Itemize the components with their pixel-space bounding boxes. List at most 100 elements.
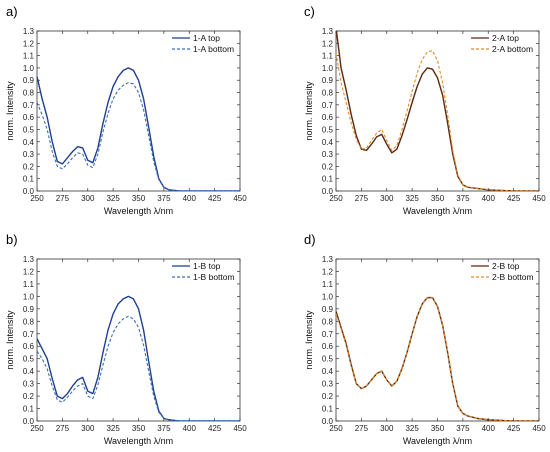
- y-tick-label: 0.4: [322, 367, 334, 376]
- x-axis-title: Wavelength λ/nm: [104, 206, 173, 216]
- y-tick-label: 0.0: [23, 187, 35, 196]
- x-tick-label: 425: [208, 424, 222, 433]
- chart-panel: a) 250 275 300 325 350 375 400 425 450 0.0 0.1 0.2 0.…: [5, 4, 247, 216]
- series-line: [37, 295, 240, 421]
- y-tick-label: 1.3: [322, 27, 334, 36]
- x-tick-label: 375: [456, 194, 470, 203]
- y-tick-label: 1.1: [23, 280, 35, 289]
- y-tick-label: 1.2: [322, 267, 334, 276]
- y-tick-label: 0.0: [23, 417, 35, 426]
- x-tick-label: 375: [157, 424, 171, 433]
- plot-frame: [36, 30, 241, 192]
- y-tick-label: 1.3: [23, 27, 35, 36]
- legend-entry: 1-B top: [193, 261, 221, 271]
- x-tick-label: 400: [183, 194, 197, 203]
- x-tick-label: 300: [81, 424, 95, 433]
- legend-entry: 2-A bottom: [492, 44, 533, 54]
- x-tick-label: 275: [56, 424, 70, 433]
- x-tick-label: 250: [329, 194, 343, 203]
- chart-panel: d) 250 275 300 325 350 375 400 425 450 0.0 0.1 0.2 0.…: [304, 232, 546, 446]
- panel-label: c): [304, 4, 315, 19]
- plot-frame: [335, 30, 540, 192]
- series-line: [336, 297, 539, 421]
- x-tick-label: 325: [106, 194, 120, 203]
- y-tick-label: 0.3: [322, 380, 334, 389]
- y-tick-label: 0.3: [23, 380, 35, 389]
- y-tick-label: 0.6: [322, 113, 334, 122]
- x-tick-label: 425: [208, 194, 222, 203]
- y-tick-label: 1.0: [23, 292, 35, 301]
- y-tick-label: 1.1: [322, 280, 334, 289]
- x-tick-label: 350: [431, 194, 445, 203]
- x-axis-title: Wavelength λ/nm: [403, 206, 472, 216]
- y-tick-label: 0.9: [322, 76, 334, 85]
- y-tick-label: 0.8: [322, 317, 334, 326]
- panel-label: a): [6, 4, 18, 19]
- y-tick-label: 0.8: [322, 89, 334, 98]
- x-tick-label: 350: [132, 194, 146, 203]
- panel-label: d): [304, 232, 316, 247]
- chart-panel: b) 250 275 300 325 350 375 400 425 450 0.0 0.1 0.2 0.…: [5, 232, 247, 446]
- x-tick-label: 250: [30, 424, 44, 433]
- legend-entry: 2-B bottom: [492, 272, 534, 282]
- x-tick-label: 275: [56, 194, 70, 203]
- y-tick-label: 0.1: [322, 405, 334, 414]
- y-tick-label: 1.0: [322, 64, 334, 73]
- y-axis-title: norm. Intensity: [5, 81, 15, 141]
- chart-panel: c) 250 275 300 325 350 375 400 425 450 0.0 0.1 0.2 0.…: [304, 4, 546, 216]
- x-tick-label: 300: [380, 424, 394, 433]
- x-tick-label: 275: [355, 194, 369, 203]
- y-tick-label: 1.3: [23, 255, 35, 264]
- series-line: [336, 296, 539, 421]
- legend-entry: 1-A bottom: [193, 44, 234, 54]
- x-tick-label: 325: [405, 424, 419, 433]
- y-axis-title: norm. Intensity: [304, 310, 314, 370]
- x-tick-label: 375: [157, 194, 171, 203]
- y-tick-label: 0.3: [23, 150, 35, 159]
- y-axis-title: norm. Intensity: [304, 81, 314, 141]
- series-line: [37, 315, 240, 421]
- x-tick-label: 425: [507, 194, 521, 203]
- y-tick-label: 0.6: [23, 113, 35, 122]
- x-tick-label: 350: [431, 424, 445, 433]
- y-tick-label: 0.1: [23, 175, 35, 184]
- series-line: [37, 67, 240, 191]
- panel-label: b): [6, 232, 18, 247]
- y-tick-label: 0.7: [322, 330, 334, 339]
- y-tick-label: 0.6: [322, 342, 334, 351]
- x-tick-label: 300: [81, 194, 95, 203]
- x-tick-label: 400: [482, 424, 496, 433]
- x-tick-label: 325: [405, 194, 419, 203]
- x-tick-label: 425: [507, 424, 521, 433]
- y-tick-label: 1.1: [322, 52, 334, 61]
- x-axis-title: Wavelength λ/nm: [104, 436, 173, 446]
- y-tick-label: 1.3: [322, 255, 334, 264]
- y-tick-label: 0.5: [322, 125, 334, 134]
- plot-frame: [335, 258, 540, 422]
- y-tick-label: 0.1: [23, 405, 35, 414]
- y-tick-label: 0.7: [23, 101, 35, 110]
- x-tick-label: 450: [532, 424, 546, 433]
- x-tick-label: 250: [329, 424, 343, 433]
- x-tick-label: 300: [380, 194, 394, 203]
- y-tick-label: 1.0: [23, 64, 35, 73]
- y-tick-label: 0.2: [322, 162, 334, 171]
- x-tick-label: 250: [30, 194, 44, 203]
- y-tick-label: 0.0: [322, 187, 334, 196]
- y-tick-label: 0.8: [23, 89, 35, 98]
- y-axis-title: norm. Intensity: [5, 310, 15, 370]
- y-tick-label: 0.4: [23, 367, 35, 376]
- legend-entry: 1-B bottom: [193, 272, 235, 282]
- legend-entry: 2-A top: [492, 33, 519, 43]
- x-tick-label: 450: [532, 194, 546, 203]
- y-tick-label: 0.6: [23, 342, 35, 351]
- y-tick-label: 0.4: [23, 138, 35, 147]
- y-tick-label: 0.3: [322, 150, 334, 159]
- x-tick-label: 325: [106, 424, 120, 433]
- x-tick-label: 400: [183, 424, 197, 433]
- x-axis-title: Wavelength λ/nm: [403, 436, 472, 446]
- y-tick-label: 0.7: [23, 330, 35, 339]
- y-tick-label: 1.2: [23, 267, 35, 276]
- y-tick-label: 0.2: [322, 392, 334, 401]
